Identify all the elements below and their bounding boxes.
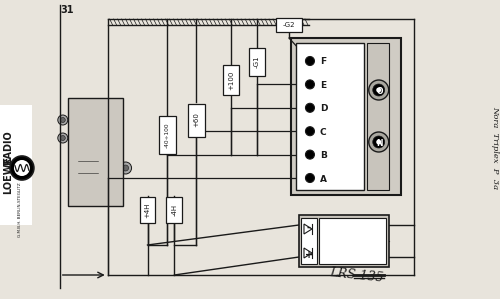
Circle shape bbox=[306, 150, 314, 159]
Text: +4H: +4H bbox=[144, 202, 150, 218]
Text: F: F bbox=[320, 57, 326, 66]
Circle shape bbox=[369, 132, 388, 152]
Bar bbox=[319, 218, 386, 264]
Bar bbox=[296, 43, 364, 190]
Circle shape bbox=[14, 160, 30, 176]
Circle shape bbox=[10, 156, 34, 180]
Bar bbox=[166, 197, 182, 223]
Text: -40÷100: -40÷100 bbox=[165, 122, 170, 148]
Circle shape bbox=[306, 57, 314, 65]
Bar bbox=[71, 101, 120, 203]
Bar bbox=[223, 65, 239, 95]
Text: B: B bbox=[320, 151, 327, 160]
Circle shape bbox=[306, 173, 314, 182]
Text: Nora  Triplex  P  3a: Nora Triplex P 3a bbox=[492, 106, 500, 190]
Text: D: D bbox=[320, 104, 328, 113]
Circle shape bbox=[376, 88, 381, 92]
Text: +100: +100 bbox=[228, 70, 234, 90]
Circle shape bbox=[86, 183, 97, 193]
Circle shape bbox=[376, 140, 381, 144]
Circle shape bbox=[58, 115, 68, 125]
Bar bbox=[367, 43, 388, 190]
Text: +60: +60 bbox=[194, 112, 200, 127]
Circle shape bbox=[372, 136, 384, 148]
Text: -G2: -G2 bbox=[283, 22, 296, 28]
Bar bbox=[291, 38, 401, 195]
Text: 31: 31 bbox=[60, 5, 74, 15]
Bar bbox=[159, 116, 176, 154]
Text: -4H: -4H bbox=[172, 204, 177, 216]
Circle shape bbox=[369, 80, 388, 100]
Bar bbox=[76, 153, 112, 191]
Circle shape bbox=[60, 118, 66, 123]
Bar bbox=[301, 218, 317, 264]
Circle shape bbox=[58, 133, 68, 143]
Circle shape bbox=[122, 165, 128, 171]
Bar bbox=[188, 103, 205, 137]
Circle shape bbox=[306, 103, 314, 112]
Text: G.M.B.H. BERLIN-STEGLITZ: G.M.B.H. BERLIN-STEGLITZ bbox=[18, 183, 22, 237]
Text: A: A bbox=[320, 175, 327, 184]
Text: RADIO: RADIO bbox=[3, 131, 13, 165]
Bar bbox=[0, 105, 32, 225]
Circle shape bbox=[306, 80, 314, 89]
Text: E: E bbox=[320, 81, 326, 90]
Circle shape bbox=[372, 84, 384, 96]
Bar bbox=[299, 215, 388, 267]
Circle shape bbox=[82, 179, 100, 197]
Bar bbox=[249, 48, 265, 76]
Circle shape bbox=[60, 135, 66, 141]
Text: +: + bbox=[305, 250, 313, 260]
Text: N: N bbox=[376, 138, 383, 147]
Bar bbox=[68, 98, 122, 206]
Bar bbox=[140, 197, 156, 223]
Bar bbox=[276, 18, 302, 32]
Text: -G1: -G1 bbox=[254, 56, 260, 68]
Text: -: - bbox=[307, 223, 311, 233]
Text: O: O bbox=[376, 86, 383, 95]
Text: LRS 135: LRS 135 bbox=[329, 266, 384, 284]
Circle shape bbox=[306, 127, 314, 136]
Text: LOEWE: LOEWE bbox=[3, 156, 13, 194]
Circle shape bbox=[120, 162, 132, 174]
Text: C: C bbox=[320, 128, 326, 137]
